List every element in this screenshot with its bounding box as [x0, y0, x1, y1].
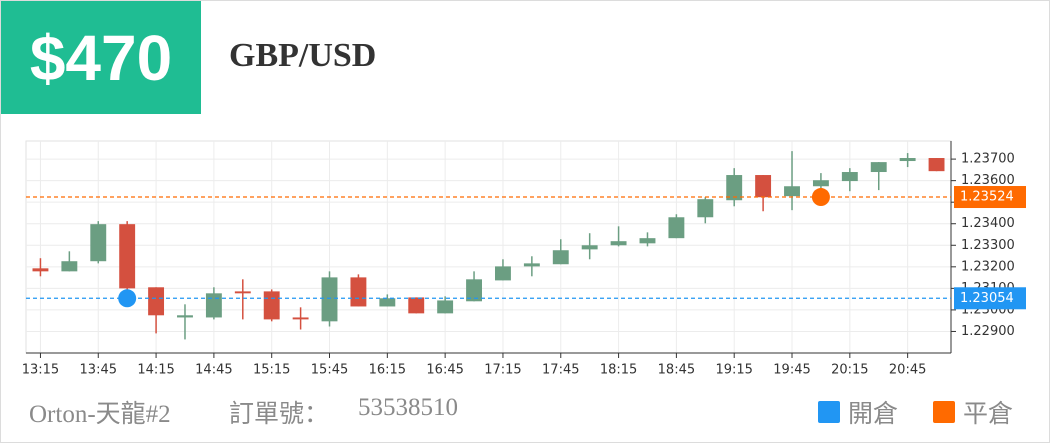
x-tick-label: 13:15 — [22, 363, 59, 378]
price-label-box — [954, 186, 1026, 209]
candle-body — [495, 266, 511, 281]
candle-body — [321, 277, 338, 322]
candle-body — [61, 261, 78, 272]
candle-body — [205, 293, 222, 318]
candle-body — [812, 180, 829, 187]
x-tick-label: 16:45 — [426, 363, 463, 378]
price-label-box — [954, 287, 1026, 310]
order-number: 53538510 — [358, 394, 458, 421]
y-tick-label: 1.23400 — [961, 216, 1015, 231]
candle-body — [755, 175, 772, 198]
plot-frame — [25, 140, 952, 354]
x-tick-label: 18:45 — [658, 363, 695, 378]
x-tick-label: 19:45 — [773, 363, 810, 378]
candle-body — [610, 241, 627, 246]
candle-body — [552, 250, 569, 265]
candle-body — [263, 291, 280, 320]
legend-label: 開倉 — [848, 401, 899, 428]
x-tick-label: 18:15 — [600, 363, 637, 378]
legend-label: 平倉 — [963, 401, 1014, 428]
symbol: GBP/USD — [229, 37, 377, 74]
profit-badge: $470 — [1, 1, 201, 114]
candle-body — [899, 158, 916, 162]
candle-body — [408, 297, 425, 314]
y-tick-label: 1.23300 — [961, 238, 1015, 253]
account: Orton-天龍#2 — [29, 401, 171, 428]
order-label: 訂單號： — [229, 401, 330, 428]
x-tick-label: 15:15 — [253, 363, 290, 378]
candle-body — [292, 317, 309, 320]
chart: 1.229001.230001.231001.232001.233001.234… — [22, 140, 1026, 378]
y-tick-label: 1.23200 — [961, 259, 1015, 274]
price-label: 1.23524 — [960, 190, 1014, 205]
trade-marker — [118, 289, 137, 308]
candle-body — [726, 175, 743, 201]
y-tick-label: 1.23700 — [961, 152, 1015, 167]
candle-body — [177, 315, 193, 318]
candle-body — [668, 217, 685, 239]
price-label: 1.23054 — [960, 291, 1014, 306]
x-tick-label: 20:15 — [831, 363, 868, 378]
trade-marker — [811, 188, 830, 207]
candle-body — [466, 279, 482, 302]
legend-swatch — [933, 401, 955, 423]
candle-body — [234, 291, 251, 294]
candle-body — [841, 172, 858, 182]
x-tick-label: 13:45 — [80, 363, 117, 378]
candle-body — [119, 224, 136, 289]
candle-body — [32, 268, 49, 272]
y-tick-label: 1.23600 — [961, 173, 1015, 188]
x-tick-label: 19:15 — [715, 363, 752, 378]
candle-body — [784, 186, 800, 197]
candle-body — [697, 199, 714, 218]
x-tick-label: 14:45 — [195, 363, 232, 378]
x-tick-label: 16:15 — [369, 363, 406, 378]
x-tick-label: 14:15 — [137, 363, 174, 378]
x-tick-label: 20:45 — [889, 363, 926, 378]
candle-body — [870, 162, 887, 173]
candle-body — [928, 158, 945, 172]
candle-body — [581, 245, 598, 250]
candle-body — [90, 224, 107, 262]
candle-body — [350, 277, 367, 307]
legend-swatch — [818, 401, 840, 423]
candle-body — [379, 298, 396, 307]
x-tick-label: 17:15 — [484, 363, 521, 378]
candle-body — [523, 263, 540, 267]
candle-body — [639, 238, 656, 244]
y-tick-label: 1.22900 — [961, 324, 1015, 339]
x-tick-label: 17:45 — [542, 363, 579, 378]
candle-body — [437, 300, 454, 314]
candle-body — [148, 287, 165, 316]
x-tick-label: 15:45 — [311, 363, 348, 378]
